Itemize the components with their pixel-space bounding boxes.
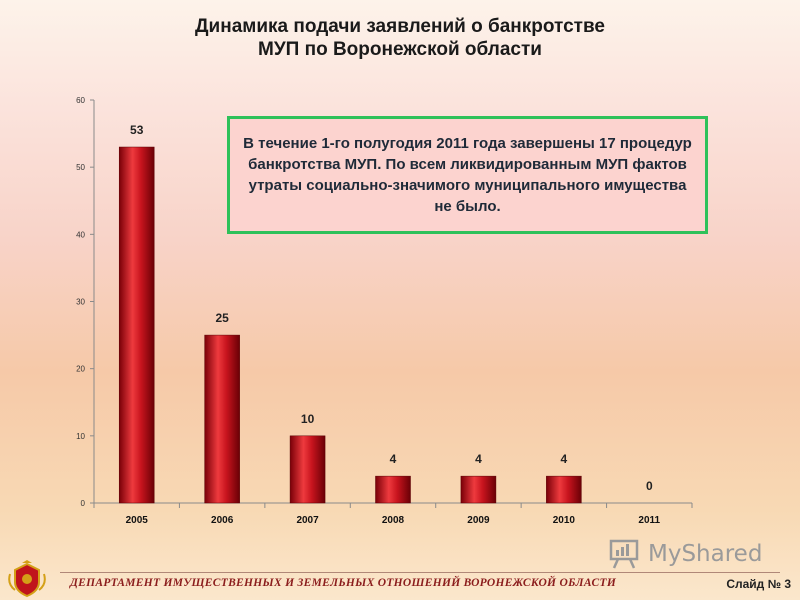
y-tick-label: 40 — [76, 230, 85, 239]
x-tick-label: 2010 — [553, 515, 576, 526]
x-tick-label: 2007 — [296, 515, 319, 526]
watermark-text: MyShared — [648, 541, 763, 567]
y-tick-label: 60 — [76, 96, 85, 105]
data-label: 4 — [475, 452, 482, 466]
footer-department: ДЕПАРТАМЕНТ ИМУЩЕСТВЕННЫХ И ЗЕМЕЛЬНЫХ ОТ… — [70, 577, 617, 589]
callout-text: В течение 1-го полугодия 2011 года завер… — [243, 135, 692, 215]
slide-title: Динамика подачи заявлений о банкротстве … — [100, 15, 700, 61]
x-tick-label: 2006 — [211, 515, 234, 526]
title-line-1: Динамика подачи заявлений о банкротстве — [195, 16, 605, 37]
x-tick-label: 2011 — [638, 515, 660, 526]
footer-divider — [60, 572, 780, 573]
data-label: 53 — [130, 123, 144, 137]
data-label: 4 — [390, 452, 397, 466]
x-tick-label: 2005 — [126, 515, 149, 526]
info-callout: В течение 1-го полугодия 2011 года завер… — [227, 116, 708, 234]
data-label: 10 — [301, 412, 315, 426]
data-label: 0 — [646, 479, 653, 493]
x-tick-label: 2009 — [467, 515, 490, 526]
bar-2010 — [546, 475, 582, 504]
bar-2008 — [375, 475, 411, 504]
bar-2005 — [118, 146, 155, 504]
data-label: 25 — [215, 311, 229, 325]
y-tick-label: 50 — [76, 163, 85, 172]
bar-2006 — [204, 334, 240, 504]
data-label: 4 — [561, 452, 568, 466]
title-line-2: МУП по Воронежской области — [258, 39, 542, 60]
x-tick-label: 2008 — [382, 515, 405, 526]
slide-number: Слайд № 3 — [726, 577, 791, 591]
y-tick-label: 20 — [76, 365, 85, 374]
y-tick-label: 0 — [81, 499, 86, 508]
y-tick-label: 10 — [76, 432, 85, 441]
presentation-icon — [609, 539, 639, 569]
myshared-watermark: MyShared — [608, 537, 762, 571]
bar-2009 — [460, 475, 497, 504]
coat-of-arms-icon — [8, 560, 46, 598]
bar-2007 — [289, 435, 326, 504]
y-tick-label: 30 — [76, 298, 85, 307]
